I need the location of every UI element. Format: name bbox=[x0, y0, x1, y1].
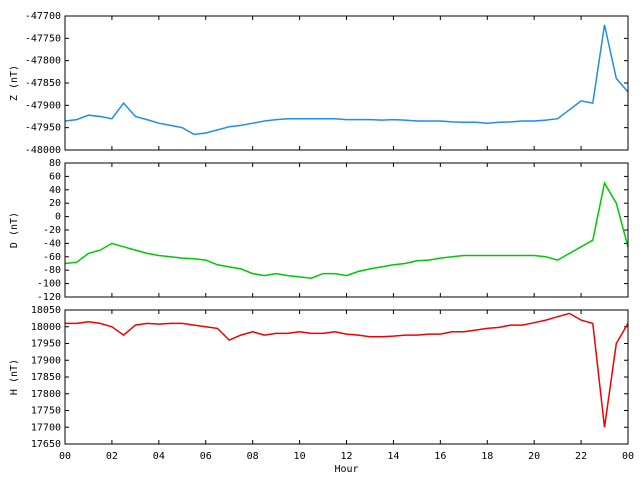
y-tick-label: -47700 bbox=[25, 11, 61, 22]
y-tick-label: -100 bbox=[37, 279, 61, 290]
y-tick-label: -20 bbox=[43, 225, 61, 236]
panel-frame bbox=[64, 15, 629, 151]
x-tick-label: 06 bbox=[200, 451, 212, 462]
y-tick-label: -47950 bbox=[25, 123, 61, 134]
y-axis-label: D (nT) bbox=[9, 212, 20, 248]
x-tick-label: 14 bbox=[387, 451, 399, 462]
data-line bbox=[65, 312, 629, 428]
y-tick-label: 17800 bbox=[31, 389, 61, 400]
x-tick-label: 00 bbox=[622, 451, 634, 462]
y-axis-label: Z (nT) bbox=[9, 65, 20, 101]
y-tick-label: 17900 bbox=[31, 355, 61, 366]
y-tick-label: -48000 bbox=[25, 145, 61, 156]
y-tick-label: -80 bbox=[43, 265, 61, 276]
x-tick-label: 18 bbox=[481, 451, 493, 462]
y-tick-label: 18000 bbox=[31, 322, 61, 333]
y-tick-label: 20 bbox=[49, 198, 61, 209]
y-tick-label: 0 bbox=[55, 212, 61, 223]
y-tick-label: 60 bbox=[49, 171, 61, 182]
y-tick-label: -60 bbox=[43, 252, 61, 263]
y-tick-label: -47750 bbox=[25, 33, 61, 44]
x-tick-label: 04 bbox=[153, 451, 165, 462]
x-tick-label: 16 bbox=[434, 451, 446, 462]
panel-frame bbox=[64, 309, 629, 445]
y-tick-label: -47800 bbox=[25, 56, 61, 67]
y-tick-label: -120 bbox=[37, 292, 61, 303]
x-tick-label: 02 bbox=[106, 451, 118, 462]
x-tick-label: 00 bbox=[59, 451, 71, 462]
x-tick-label: 10 bbox=[294, 451, 306, 462]
y-tick-label: 18050 bbox=[31, 305, 61, 316]
x-axis-label: Hour bbox=[334, 464, 358, 475]
data-line bbox=[64, 181, 629, 279]
x-tick-label: 12 bbox=[340, 451, 352, 462]
y-tick-label: -47850 bbox=[25, 78, 61, 89]
y-tick-label: 17950 bbox=[31, 339, 61, 350]
y-tick-label: 17750 bbox=[31, 406, 61, 417]
y-tick-label: 17850 bbox=[31, 372, 61, 383]
panel-frame bbox=[64, 162, 629, 298]
y-tick-label: -40 bbox=[43, 238, 61, 249]
y-tick-label: 17700 bbox=[31, 422, 61, 433]
x-tick-label: 22 bbox=[575, 451, 587, 462]
x-tick-label: 20 bbox=[528, 451, 540, 462]
y-tick-label: 40 bbox=[49, 185, 61, 196]
y-axis-label: H (nT) bbox=[9, 359, 20, 395]
data-line bbox=[64, 24, 629, 136]
x-tick-label: 08 bbox=[247, 451, 259, 462]
y-tick-label: 80 bbox=[49, 158, 61, 169]
y-tick-label: -47900 bbox=[25, 100, 61, 111]
y-tick-label: 17650 bbox=[31, 439, 61, 450]
